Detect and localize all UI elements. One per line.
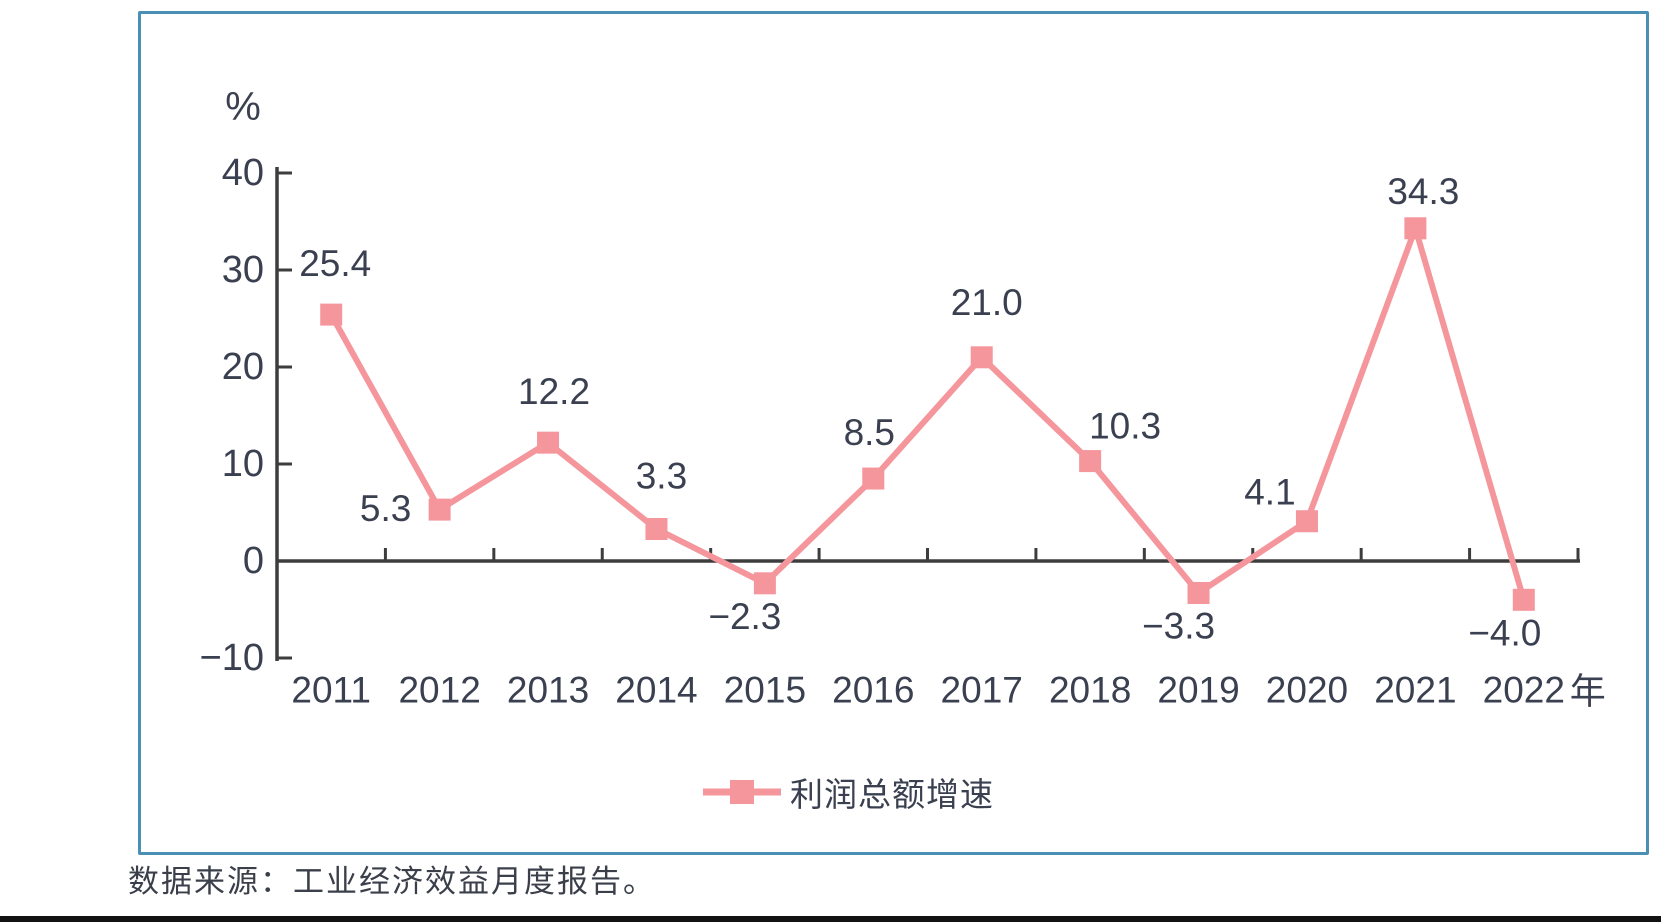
- data-point-2012: [428, 498, 451, 521]
- x-tick-label-2015: 2015: [724, 670, 806, 711]
- series-line: [328, 225, 1527, 603]
- data-point-2018: [1079, 450, 1102, 473]
- data-label-2018: 10.3: [1089, 406, 1161, 447]
- data-point-2021: [1404, 217, 1427, 240]
- data-point-2020: [1295, 510, 1318, 533]
- source-note: 数据来源：工业经济效益月度报告。: [128, 864, 656, 899]
- data-label-2011: 25.4: [299, 243, 371, 284]
- data-label-2019: −3.3: [1142, 606, 1215, 647]
- x-tick-label-2011: 2011: [291, 670, 371, 711]
- x-tick-label-2014: 2014: [615, 670, 697, 711]
- y-tick-label-30: 30: [222, 249, 264, 291]
- data-point-2022: [1512, 588, 1535, 611]
- x-tick-label-2022: 2022: [1483, 670, 1565, 711]
- page-bottom-rule: [0, 916, 1661, 922]
- data-label-2015: −2.3: [708, 596, 781, 637]
- x-tick-label-2021: 2021: [1374, 670, 1456, 711]
- data-label-2022: −4.0: [1468, 612, 1541, 653]
- y-tick-label-0: 0: [243, 540, 264, 582]
- x-axis-suffix-label: 年: [1570, 671, 1606, 712]
- chart-legend: 利润总额增速: [703, 768, 994, 816]
- x-tick-label-2016: 2016: [832, 670, 914, 711]
- data-point-2014: [645, 517, 668, 540]
- data-point-2011: [320, 303, 343, 326]
- data-point-2013: [537, 431, 560, 454]
- x-tick-label-2018: 2018: [1049, 670, 1131, 711]
- x-tick-label-2013: 2013: [507, 670, 589, 711]
- chart-panel: [138, 11, 1649, 855]
- data-label-2020: 4.1: [1244, 472, 1295, 513]
- data-label-2014: 3.3: [636, 455, 687, 496]
- legend-series-label: 利润总额增速: [790, 776, 994, 813]
- y-axis-unit-label: %: [225, 85, 261, 129]
- y-tick-label-20: 20: [222, 346, 264, 388]
- x-tick-label-2012: 2012: [398, 670, 480, 711]
- data-point-2017: [970, 346, 993, 369]
- data-label-2016: 8.5: [844, 412, 895, 453]
- data-point-2016: [862, 467, 885, 490]
- y-tick-label-40: 40: [222, 152, 264, 194]
- x-tick-label-2020: 2020: [1266, 670, 1348, 711]
- y-tick-label-10: 10: [222, 443, 264, 485]
- data-point-2019: [1187, 582, 1210, 605]
- x-tick-label-2019: 2019: [1157, 670, 1239, 711]
- x-tick-label-2017: 2017: [941, 670, 1023, 711]
- data-point-2015: [753, 572, 776, 595]
- data-label-2012: 5.3: [360, 488, 411, 529]
- data-label-2013: 12.2: [518, 371, 590, 412]
- data-label-2017: 21.0: [951, 282, 1023, 323]
- y-tick-label--10: −10: [200, 637, 264, 679]
- data-label-2021: 34.3: [1387, 171, 1459, 212]
- legend-line-marker-icon: [703, 780, 781, 804]
